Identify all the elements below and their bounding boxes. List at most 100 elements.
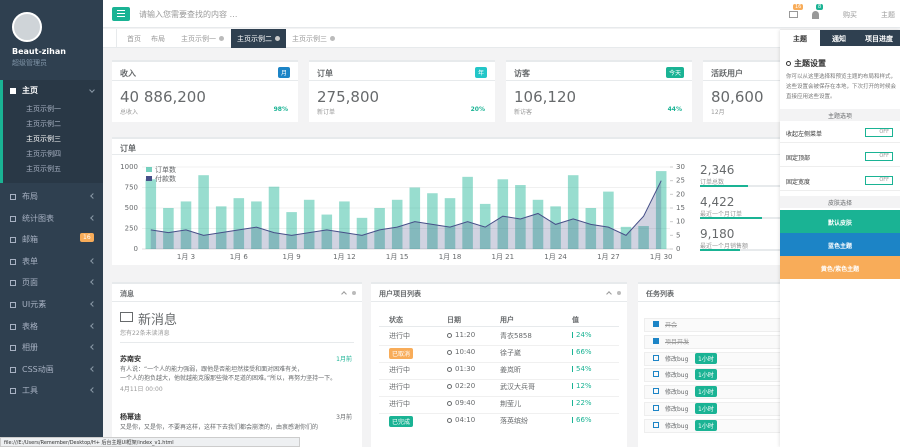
- bar: [515, 185, 526, 249]
- close-icon[interactable]: [617, 291, 621, 295]
- progress-track: [700, 249, 780, 251]
- submenu-item[interactable]: 主页示例三: [26, 135, 61, 143]
- message-name: 苏南安: [120, 355, 141, 363]
- submenu-item[interactable]: 主页示例一: [26, 105, 61, 113]
- skin-option[interactable]: 蓝色主题: [780, 233, 900, 256]
- user: 青衣5858: [500, 332, 532, 340]
- orders-panel: 订单 2,346 订单总数 4,422 最近一个月订单 9,180 最近一个月销售额 0 250…: [112, 137, 812, 265]
- tab-close[interactable]: [275, 36, 280, 41]
- checkbox[interactable]: [653, 405, 659, 411]
- panel: 消息 新消息 您有22条未读消息 苏南安 1月前 有人说：“一个人的能力强弱，跟他是否能坦…: [112, 282, 362, 447]
- sidebar-tab[interactable]: 项目进度: [858, 30, 900, 46]
- submenu-item[interactable]: 主页示例五: [26, 165, 61, 173]
- card-divider: [309, 80, 495, 81]
- skin-option[interactable]: 默认皮肤: [780, 210, 900, 233]
- close-icon[interactable]: [352, 291, 356, 295]
- sidebar-tab[interactable]: 通知: [820, 30, 858, 46]
- stat-value: 40 886,200: [120, 88, 206, 106]
- menu-item[interactable]: 相册: [22, 343, 38, 353]
- checkbox[interactable]: [653, 321, 659, 327]
- tab[interactable]: 主页示例一: [175, 29, 230, 48]
- option-label: 收起左侧菜单: [786, 131, 823, 138]
- panel-title: 任务列表: [646, 290, 674, 298]
- task-badge: 1小时: [695, 403, 717, 414]
- option-toggle[interactable]: OFF: [865, 128, 893, 137]
- checkbox[interactable]: [653, 421, 659, 428]
- message-name: 杨幂迪: [120, 413, 141, 421]
- tab[interactable]: 布局: [145, 29, 171, 48]
- top-link[interactable]: 购买: [843, 11, 857, 19]
- bar: [479, 203, 491, 249]
- clock-icon: [447, 333, 452, 338]
- tab-close[interactable]: [330, 36, 335, 41]
- checkbox[interactable]: [653, 388, 659, 395]
- tab-prev[interactable]: [103, 29, 117, 48]
- total-label: 订单总数: [700, 179, 725, 186]
- sidebar-tab[interactable]: 主题: [780, 30, 820, 46]
- panel-divider: [112, 154, 812, 155]
- tab-label: 主页示例一: [181, 35, 216, 43]
- y-tick-label: 750: [125, 184, 138, 192]
- menu-item[interactable]: 统计图表: [22, 213, 54, 223]
- menu-item[interactable]: 页面: [22, 278, 38, 288]
- user: 姜岚昕: [500, 366, 521, 374]
- submenu-item[interactable]: 主页示例二: [26, 120, 61, 128]
- mail-icon[interactable]: [789, 11, 798, 18]
- menu-item[interactable]: UI元素: [22, 300, 47, 309]
- trend-icon: [572, 383, 573, 389]
- task-badge: 1小时: [695, 352, 717, 364]
- menu-item[interactable]: 主页: [22, 86, 38, 95]
- tab[interactable]: 主页示例二: [231, 29, 286, 48]
- menu-item[interactable]: 布局: [22, 192, 38, 201]
- message-time: 1月前: [336, 356, 352, 363]
- bar: [409, 187, 421, 249]
- skins-bar: 皮肤选择: [780, 196, 900, 208]
- menu-item[interactable]: 邮箱: [22, 235, 38, 245]
- table-header: 值: [572, 316, 579, 324]
- total-label: 最近一个月销售额: [700, 243, 749, 250]
- message-date: 4月11日 00:00: [120, 386, 163, 393]
- tab[interactable]: 主页示例三: [286, 29, 341, 48]
- row-divider: [379, 396, 619, 397]
- stat-title: 订单: [317, 69, 333, 78]
- clock-icon: [447, 384, 452, 389]
- tab[interactable]: 首页: [121, 29, 147, 48]
- bar: [198, 175, 209, 249]
- search-input[interactable]: 请输入您需要查找的内容 …: [139, 10, 238, 19]
- stat-badge: 年: [474, 67, 487, 78]
- collapse-icon[interactable]: [606, 291, 612, 297]
- total-value: 2,346: [700, 163, 735, 177]
- progress-bar: [700, 217, 762, 219]
- stat-title: 收入: [120, 69, 136, 78]
- bell-icon[interactable]: [812, 11, 819, 19]
- row-divider: [379, 413, 619, 414]
- stat-sub: 新订单: [317, 109, 336, 116]
- avatar: [12, 12, 42, 42]
- skin-option[interactable]: 黄色/紫色主题: [780, 256, 900, 279]
- value: 22%: [576, 399, 592, 407]
- menu-item[interactable]: 工具: [22, 386, 38, 396]
- checkbox[interactable]: [653, 337, 659, 344]
- settings-description: 你可以从这里选择和预览主题的布局和样式，: [786, 74, 897, 80]
- collapse-icon[interactable]: [341, 291, 347, 297]
- bar: [374, 208, 385, 249]
- date: 01:30: [455, 365, 476, 373]
- menu-item[interactable]: CSS动画: [22, 364, 54, 374]
- menu-toggle[interactable]: [112, 7, 130, 21]
- menu-item[interactable]: 表格: [22, 321, 38, 331]
- stat-sub: 12月: [711, 109, 725, 116]
- tab-close[interactable]: [219, 36, 224, 41]
- submenu-item[interactable]: 主页示例四: [26, 150, 61, 158]
- message-text: 又是你，又是你，不要再这样，这样下去我们都会崩溃的，由衷感谢你们的: [120, 424, 319, 431]
- stat-change: 44%: [667, 106, 682, 113]
- y2-tick-label: 10: [676, 218, 685, 226]
- option-toggle[interactable]: OFF: [865, 176, 893, 185]
- user-name: Beaut-zihan: [12, 47, 66, 56]
- menu-item[interactable]: 表单: [22, 256, 38, 266]
- status-bar: file:///E:/Users/Remember/Desktop/H+ 后台主…: [0, 437, 300, 447]
- checkbox[interactable]: [653, 371, 659, 378]
- top-link[interactable]: 主题: [881, 11, 895, 19]
- option-toggle[interactable]: OFF: [865, 152, 893, 161]
- checkbox[interactable]: [653, 354, 659, 361]
